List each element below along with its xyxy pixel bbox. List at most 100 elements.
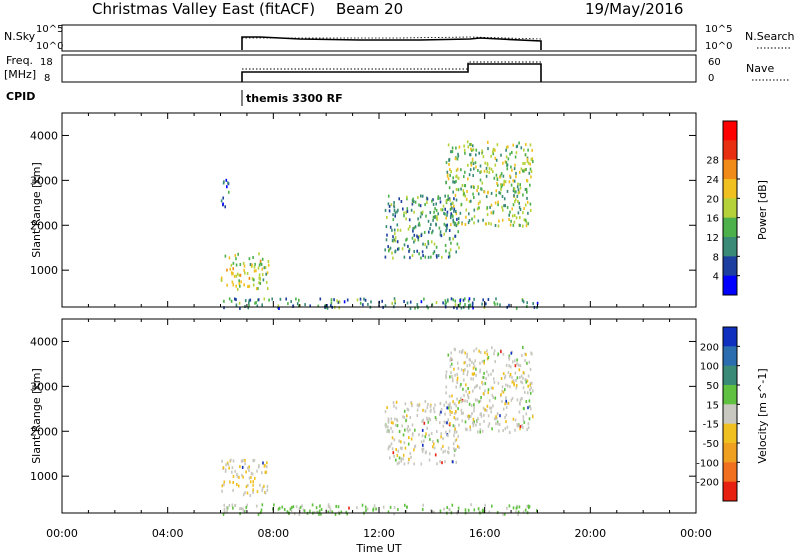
heatmap-cell <box>526 504 528 508</box>
heatmap-cell <box>530 381 532 385</box>
heatmap-cell <box>406 237 408 241</box>
heatmap-cell <box>309 304 311 308</box>
heatmap-cell <box>448 429 451 433</box>
heatmap-cell <box>467 299 470 303</box>
heatmap-cell <box>484 503 486 507</box>
heatmap-cell <box>254 301 256 305</box>
heatmap-cell <box>513 167 516 171</box>
heatmap-cell <box>524 352 526 356</box>
heatmap-cell <box>228 190 230 194</box>
heatmap-cell <box>499 175 501 179</box>
heatmap-cell <box>487 140 489 144</box>
heatmap-cell <box>532 160 534 164</box>
heatmap-cell <box>521 298 524 302</box>
heatmap-cell <box>258 252 260 256</box>
heatmap-cell <box>242 261 245 265</box>
heatmap-cell <box>365 509 367 512</box>
heatmap-cell <box>398 456 401 460</box>
heatmap-cell <box>408 248 411 252</box>
heatmap-cell <box>451 206 453 210</box>
heatmap-cell <box>444 194 446 198</box>
heatmap-cell <box>252 483 254 487</box>
heatmap-cell <box>481 429 484 433</box>
heatmap-cell <box>267 263 270 267</box>
heatmap-cell <box>403 243 406 247</box>
heatmap-cell <box>262 278 265 282</box>
y-tick-label: 1000 <box>30 470 58 483</box>
heatmap-cell <box>472 424 475 428</box>
heatmap-cell <box>495 415 497 419</box>
heatmap-cell <box>438 413 441 416</box>
heatmap-cell <box>253 265 256 269</box>
heatmap-cell <box>396 223 399 227</box>
heatmap-cell <box>277 507 280 511</box>
heatmap-cell <box>394 417 396 421</box>
heatmap-cell <box>407 227 410 231</box>
heatmap-cell <box>413 226 416 230</box>
heatmap-cell <box>410 401 412 404</box>
heatmap-cell <box>448 157 451 161</box>
heatmap-cell <box>426 201 428 205</box>
heatmap-cell <box>406 505 408 509</box>
heatmap-cell <box>466 399 468 403</box>
heatmap-cell <box>466 352 468 356</box>
heatmap-cell <box>391 228 393 232</box>
heatmap-cell <box>480 187 483 191</box>
heatmap-cell <box>445 301 447 305</box>
heatmap-cell <box>454 157 457 161</box>
heatmap-cell <box>455 168 458 172</box>
heatmap-cell <box>445 375 447 379</box>
heatmap-cell <box>235 298 237 302</box>
heatmap-cell <box>514 190 516 194</box>
colorbar-tick-label: 20 <box>706 194 719 205</box>
heatmap-cell <box>406 207 409 211</box>
heatmap-cell <box>483 509 485 513</box>
heatmap-cell <box>235 274 238 278</box>
heatmap-cell <box>472 306 474 310</box>
heatmap-cell <box>492 404 494 408</box>
heatmap-cell <box>479 399 482 403</box>
heatmap-cell <box>508 431 511 435</box>
heatmap-cell <box>258 281 260 285</box>
heatmap-cell <box>510 165 512 169</box>
heatmap-cell <box>448 229 451 232</box>
heatmap-cell <box>243 268 245 272</box>
heatmap-cell <box>464 297 466 301</box>
heatmap-cell <box>460 408 463 412</box>
heatmap-cell <box>417 236 419 240</box>
heatmap-cell <box>464 184 467 188</box>
heatmap-cell <box>492 152 495 156</box>
heatmap-cell <box>519 364 522 368</box>
heatmap-cell <box>261 471 263 475</box>
heatmap-cell <box>447 143 450 147</box>
heatmap-cell <box>290 509 293 513</box>
y-tick-label: 2000 <box>30 425 58 438</box>
heatmap-cell <box>478 206 480 210</box>
heatmap-cell <box>518 170 521 174</box>
heatmap-cell <box>479 170 481 174</box>
heatmap-cell <box>519 398 522 402</box>
heatmap-cell <box>403 255 406 259</box>
heatmap-cell <box>398 247 400 251</box>
heatmap-cell <box>446 213 448 217</box>
heatmap-cell <box>436 462 438 466</box>
heatmap-cell <box>239 273 242 277</box>
heatmap-cell <box>489 406 491 410</box>
heatmap-cell <box>465 389 467 393</box>
heatmap-cell <box>398 439 400 443</box>
heatmap-cell <box>445 430 447 434</box>
heatmap-cell <box>316 510 319 514</box>
heatmap-cell <box>330 301 333 305</box>
heatmap-cell <box>472 377 474 381</box>
heatmap-cell <box>452 424 455 428</box>
heatmap-cell <box>493 377 495 381</box>
heatmap-cell <box>431 231 433 235</box>
heatmap-cell <box>527 161 530 165</box>
heatmap-cell <box>395 400 398 404</box>
heatmap-cell <box>393 201 395 204</box>
heatmap-cell <box>508 357 511 361</box>
heatmap-cell <box>448 254 451 258</box>
heatmap-cell <box>529 202 532 206</box>
heatmap-cell <box>326 306 329 310</box>
heatmap-cell <box>464 360 467 364</box>
